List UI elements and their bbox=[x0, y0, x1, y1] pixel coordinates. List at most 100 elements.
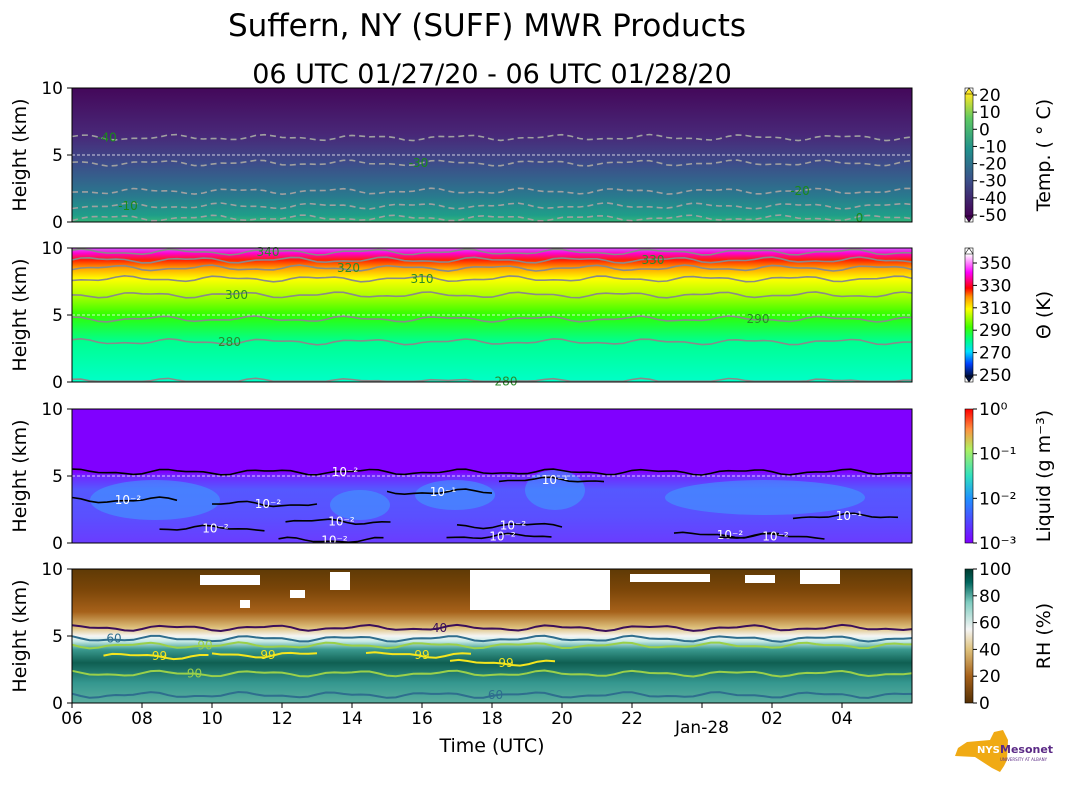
contour-line bbox=[285, 518, 391, 526]
y-axis-label: Height (km) bbox=[9, 258, 31, 371]
colorbar-tick-label: 270 bbox=[979, 344, 1011, 364]
y-tick-label: 5 bbox=[52, 467, 63, 487]
contour-label: 40 bbox=[432, 621, 447, 635]
contour-line bbox=[71, 669, 913, 678]
colorbar bbox=[965, 569, 973, 703]
panel-potential-temperature: 280 290 300 310 320 330 340 280 0 5 10 Height (km) 3… bbox=[9, 239, 1055, 393]
liquid-region bbox=[415, 480, 495, 510]
contour-label: 300 bbox=[225, 288, 248, 302]
colorbar-tick-label: -20 bbox=[979, 155, 1007, 175]
figure-subtitle: 06 UTC 01/27/20 - 06 UTC 01/28/20 bbox=[252, 59, 732, 90]
contour-line bbox=[71, 133, 913, 142]
y-tick-label: 0 bbox=[52, 694, 63, 714]
colorbar-tick-label: -40 bbox=[979, 189, 1007, 209]
contour-label: -10 bbox=[118, 199, 138, 213]
contour-line bbox=[71, 623, 913, 633]
x-tick-label: 18 bbox=[481, 709, 503, 729]
colorbar-tick-label: 10⁻² bbox=[979, 489, 1016, 509]
liquid-region bbox=[665, 480, 865, 515]
contour-line bbox=[71, 641, 913, 650]
colorbar-tick-label: 330 bbox=[979, 276, 1011, 296]
contour-line bbox=[71, 201, 913, 210]
contour-label: 10⁻² bbox=[321, 533, 348, 547]
contour-label: 340 bbox=[257, 245, 280, 259]
x-tick-label: 02 bbox=[761, 709, 783, 729]
colorbar-frame bbox=[964, 247, 974, 383]
y-tick-label: 10 bbox=[41, 79, 63, 99]
colorbar-frame bbox=[964, 87, 974, 223]
y-tick-label: 10 bbox=[41, 400, 63, 420]
contour-label: 10⁻² bbox=[115, 493, 142, 507]
contour-label: 99 bbox=[414, 648, 429, 662]
colorbar-frame bbox=[964, 568, 974, 704]
contour-line bbox=[71, 187, 912, 196]
contour-line bbox=[71, 690, 913, 699]
contour-label: 10⁻² bbox=[255, 497, 282, 511]
contour-label: 10⁻² bbox=[489, 529, 516, 543]
svg-text:NYS: NYS bbox=[977, 745, 1000, 756]
missing-data-patch bbox=[225, 578, 255, 584]
contour-line bbox=[71, 496, 178, 504]
missing-data-patch bbox=[800, 570, 840, 584]
colorbar-label: RH (%) bbox=[1033, 603, 1055, 669]
contour-line bbox=[71, 256, 913, 264]
colorbar bbox=[965, 94, 973, 216]
contour-label: 60 bbox=[488, 688, 503, 702]
x-tick-label: 20 bbox=[551, 709, 573, 729]
colorbar-label: Liquid (g m⁻³) bbox=[1033, 410, 1055, 542]
colorbar-tick-label: 0 bbox=[979, 694, 990, 714]
contour-label: 280 bbox=[495, 374, 518, 388]
colorbar-tick-label: 0 bbox=[979, 120, 990, 140]
colorbar-tick-label: 40 bbox=[979, 640, 1001, 660]
y-tick-label: 0 bbox=[52, 213, 63, 233]
contour-label: 99 bbox=[260, 648, 275, 662]
contour-label: 99 bbox=[152, 649, 167, 663]
colorbar-extend-min bbox=[964, 375, 974, 383]
contour-label: -40 bbox=[97, 131, 117, 145]
missing-data-patch bbox=[630, 574, 710, 582]
liquid-region bbox=[525, 470, 585, 510]
contour-line bbox=[456, 522, 563, 530]
missing-data-patch bbox=[470, 570, 610, 610]
y-tick-label: 10 bbox=[41, 560, 63, 580]
contour-line bbox=[71, 468, 913, 476]
contour-line bbox=[449, 658, 556, 667]
contour-line bbox=[71, 291, 913, 299]
colorbar-tick-label: 10⁰ bbox=[979, 400, 1008, 420]
contour-line bbox=[446, 532, 552, 540]
y-tick-label: 5 bbox=[52, 146, 63, 166]
colorbar-tick-label: 20 bbox=[979, 86, 1001, 106]
x-tick-label: 12 bbox=[271, 709, 293, 729]
y-tick-label: 5 bbox=[52, 627, 63, 647]
contour-line bbox=[71, 248, 913, 256]
colorbar bbox=[965, 409, 973, 543]
panel-relative-humidity: 40 60 90 99 99 99 99 90 60 0 5 10 Height (km) 100 80 60… bbox=[9, 560, 1055, 714]
colorbar-tick-label: 20 bbox=[979, 667, 1001, 687]
contour-line bbox=[386, 488, 493, 496]
y-axis-label: Height (km) bbox=[9, 419, 31, 532]
missing-data-patch bbox=[290, 590, 305, 598]
contour-line bbox=[71, 159, 913, 167]
contour-label: 10⁻² bbox=[202, 521, 229, 535]
contour-label: 10⁻² bbox=[328, 515, 355, 529]
contour-label: 10⁻² bbox=[762, 529, 789, 543]
colorbar-tick-label: 10⁻³ bbox=[979, 534, 1016, 554]
y-tick-label: 10 bbox=[41, 239, 63, 259]
x-tick-label: 10 bbox=[201, 709, 223, 729]
colorbar-label: Θ (K) bbox=[1033, 291, 1055, 339]
colorbar-extend-max bbox=[964, 87, 974, 95]
contour-line bbox=[719, 532, 825, 540]
contour-line bbox=[498, 476, 605, 483]
contour-label: 280 bbox=[218, 335, 241, 349]
colorbar-extend-max bbox=[964, 247, 974, 255]
contour-line bbox=[71, 315, 913, 323]
x-tick-label: 16 bbox=[411, 709, 433, 729]
colorbar-tick-label: 80 bbox=[979, 587, 1001, 607]
contour-label: 10⁻¹ bbox=[542, 473, 569, 487]
contour-line bbox=[211, 651, 318, 659]
contour-label: 10⁻² bbox=[717, 528, 744, 542]
colorbar-extend-min bbox=[964, 215, 974, 223]
colorbar-tick-label: -10 bbox=[979, 137, 1007, 157]
contour-label: 10⁻² bbox=[332, 465, 359, 479]
